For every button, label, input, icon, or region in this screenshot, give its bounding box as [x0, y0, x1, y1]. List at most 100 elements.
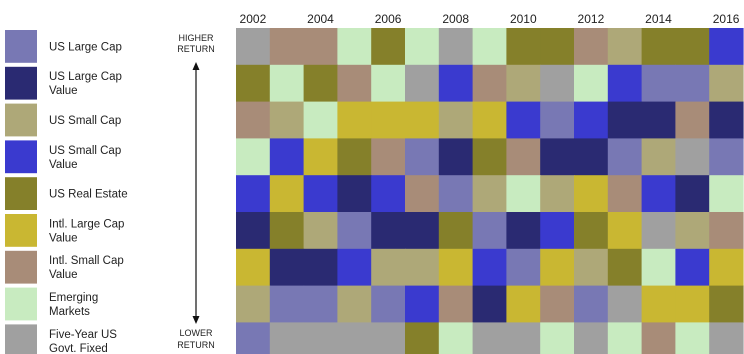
ranking-cell	[607, 322, 643, 354]
legend-swatch-e	[5, 177, 37, 210]
ranking-cell	[472, 28, 507, 66]
year-tick-label: 2002	[240, 12, 267, 26]
ranking-cell	[506, 101, 541, 139]
legend-swatch-i	[5, 324, 37, 354]
ranking-cell	[405, 285, 440, 323]
ranking-cell	[438, 212, 474, 250]
ranking-cell	[607, 285, 643, 323]
ranking-cell	[540, 248, 575, 287]
ranking-cell	[641, 138, 676, 176]
ranking-cell	[472, 101, 507, 139]
ranking-cell	[371, 175, 406, 213]
ranking-cell	[405, 322, 440, 354]
legend-label: Value	[49, 269, 78, 281]
ranking-cell	[303, 175, 338, 213]
ranking-cell	[269, 285, 305, 323]
ranking-cell	[337, 175, 372, 213]
ranking-cell	[303, 285, 338, 323]
ranking-cell	[540, 212, 575, 250]
legend-swatch-h	[5, 287, 37, 321]
ranking-cell	[405, 28, 440, 66]
ranking-cell	[371, 101, 406, 139]
ranking-cell	[269, 138, 305, 176]
ranking-cell	[675, 28, 710, 66]
ranking-cell	[641, 322, 676, 354]
ranking-cell	[236, 101, 271, 139]
ranking-cell	[405, 64, 440, 103]
ranking-cell	[709, 322, 744, 354]
year-axis: 2002 2004 2006 2008 2010 2012 2014 2016	[240, 12, 740, 26]
ranking-cell	[405, 212, 440, 250]
ranking-cell	[540, 138, 575, 176]
lower-return-label-line-1: LOWER	[179, 328, 213, 338]
ranking-cell	[675, 64, 710, 103]
legend-label: Value	[49, 159, 78, 171]
ranking-cell	[607, 64, 643, 103]
ranking-cell	[574, 138, 609, 176]
ranking-cell	[405, 175, 440, 213]
ranking-cell	[269, 28, 305, 66]
year-tick-label: 2010	[510, 12, 537, 26]
ranking-cell	[675, 285, 710, 323]
legend-label: Five-Year US	[49, 329, 117, 341]
ranking-cell	[472, 175, 507, 213]
legend-swatch-c	[5, 103, 37, 137]
ranking-cell	[709, 138, 744, 176]
ranking-cell	[709, 64, 744, 103]
ranking-cell	[303, 64, 338, 103]
ranking-cell	[269, 248, 305, 287]
ranking-cell	[675, 248, 710, 287]
ranking-cell	[337, 322, 372, 354]
ranking-cell	[506, 175, 541, 213]
year-tick-label: 2012	[578, 12, 605, 26]
legend-label: US Small Cap	[49, 145, 121, 157]
down-arrow-icon	[192, 316, 200, 324]
year-tick-label: 2016	[713, 12, 740, 26]
year-tick-label: 2008	[442, 12, 469, 26]
ranking-cell	[641, 28, 676, 66]
ranking-cell	[709, 212, 744, 250]
ranking-cell	[506, 285, 541, 323]
ranking-cell	[540, 285, 575, 323]
legend-swatch-f	[5, 214, 37, 247]
ranking-cell	[472, 285, 507, 323]
legend-label: US Large Cap	[49, 41, 122, 53]
ranking-cell	[236, 175, 271, 213]
year-tick-label: 2006	[375, 12, 402, 26]
higher-return-label-line-2: RETURN	[177, 44, 215, 54]
ranking-cell	[574, 212, 609, 250]
ranking-cell	[337, 248, 372, 287]
ranking-cell	[337, 64, 372, 103]
legend-label: Value	[49, 232, 78, 244]
ranking-cell	[607, 101, 643, 139]
ranking-cell	[506, 322, 541, 354]
ranking-cell	[607, 248, 643, 287]
ranking-cell	[607, 138, 643, 176]
legend-label: Value	[49, 85, 78, 97]
ranking-cell	[337, 212, 372, 250]
ranking-cell	[506, 138, 541, 176]
ranking-cell	[371, 138, 406, 176]
legend-label: Intl. Small Cap	[49, 255, 124, 267]
ranking-cell	[540, 101, 575, 139]
ranking-cell	[303, 248, 338, 287]
higher-return-label-line-1: HIGHER	[178, 33, 214, 43]
ranking-cell	[438, 175, 474, 213]
ranking-cell	[438, 101, 474, 139]
legend-label: US Real Estate	[49, 189, 128, 201]
ranking-cell	[506, 64, 541, 103]
ranking-cell	[472, 248, 507, 287]
ranking-cell	[269, 175, 305, 213]
ranking-cell	[337, 138, 372, 176]
ranking-cell	[506, 28, 541, 66]
legend-swatch-d	[5, 140, 37, 174]
ranking-cell	[709, 285, 744, 323]
year-tick-label: 2004	[307, 12, 334, 26]
year-tick-label: 2014	[645, 12, 672, 26]
legend-label: US Large Cap	[49, 71, 122, 83]
ranking-cell	[371, 28, 406, 66]
ranking-cell	[236, 64, 271, 103]
ranking-cell	[675, 175, 710, 213]
ranking-cell	[438, 138, 474, 176]
